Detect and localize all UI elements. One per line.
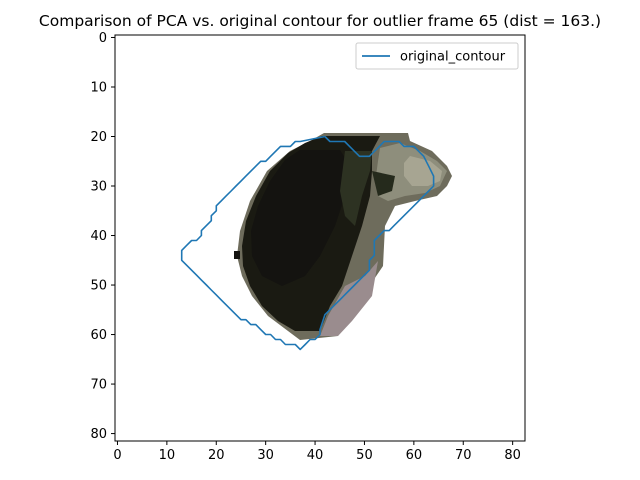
- x-tick-label: 20: [208, 448, 225, 463]
- x-tick-label: 60: [406, 448, 423, 463]
- x-tick-label: 0: [113, 448, 121, 463]
- y-tick-label: 30: [90, 180, 107, 195]
- axes-frame: [114, 34, 526, 442]
- frame-image: [234, 133, 452, 340]
- x-axis: 0 10 20 30 40 50 60 70 80: [113, 441, 521, 463]
- series-original-contour-line: [180, 135, 435, 351]
- legend: original_contour: [355, 42, 519, 70]
- y-tick-label: 20: [90, 130, 107, 145]
- chart-title: Comparison of PCA vs. original contour f…: [39, 12, 601, 30]
- x-tick-label: 40: [307, 448, 324, 463]
- y-axis: 0 10 20 30 40 50 60 70 80: [90, 31, 115, 442]
- y-tick-label: 10: [90, 80, 107, 95]
- legend-box: [355, 42, 519, 70]
- x-tick-label: 80: [504, 448, 521, 463]
- legend-label-original-contour: original_contour: [400, 50, 506, 65]
- y-tick-label: 50: [90, 279, 107, 294]
- y-tick-label: 40: [90, 229, 107, 244]
- x-tick-label: 50: [356, 448, 373, 463]
- y-tick-label: 80: [90, 427, 107, 442]
- y-tick-label: 0: [99, 31, 107, 46]
- y-tick-label: 60: [90, 328, 107, 343]
- y-tick-label: 70: [90, 378, 107, 393]
- x-tick-label: 10: [159, 448, 176, 463]
- x-tick-label: 70: [455, 448, 472, 463]
- x-tick-label: 30: [257, 448, 274, 463]
